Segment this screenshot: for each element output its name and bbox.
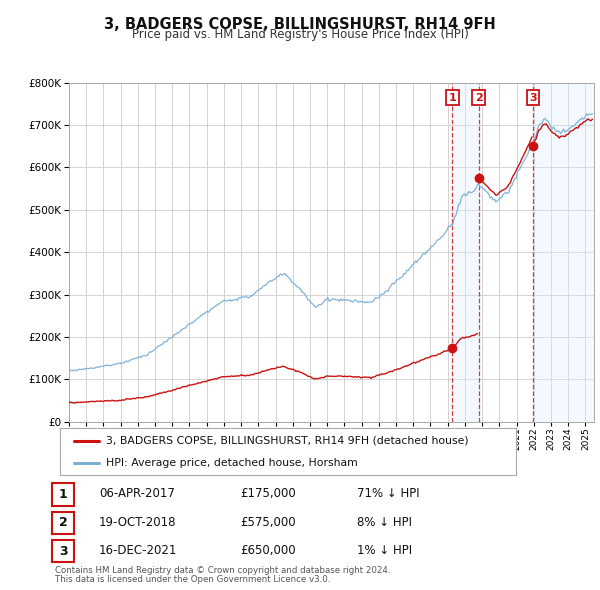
Text: Price paid vs. HM Land Registry's House Price Index (HPI): Price paid vs. HM Land Registry's House … <box>131 28 469 41</box>
Text: 3: 3 <box>529 93 537 103</box>
Text: £175,000: £175,000 <box>240 487 296 500</box>
Text: 2: 2 <box>59 516 67 529</box>
Text: HPI: Average price, detached house, Horsham: HPI: Average price, detached house, Hors… <box>106 458 358 468</box>
Text: 06-APR-2017: 06-APR-2017 <box>99 487 175 500</box>
Text: 8% ↓ HPI: 8% ↓ HPI <box>357 516 412 529</box>
Text: 71% ↓ HPI: 71% ↓ HPI <box>357 487 419 500</box>
Text: 19-OCT-2018: 19-OCT-2018 <box>99 516 176 529</box>
Text: 16-DEC-2021: 16-DEC-2021 <box>99 544 178 557</box>
Bar <box>533 83 594 422</box>
Text: 2: 2 <box>475 93 482 103</box>
Text: 3, BADGERS COPSE, BILLINGSHURST, RH14 9FH (detached house): 3, BADGERS COPSE, BILLINGSHURST, RH14 9F… <box>106 436 468 446</box>
Text: 1: 1 <box>59 488 67 501</box>
Bar <box>452 83 479 422</box>
Text: £650,000: £650,000 <box>240 544 296 557</box>
Text: 1% ↓ HPI: 1% ↓ HPI <box>357 544 412 557</box>
Text: £575,000: £575,000 <box>240 516 296 529</box>
Text: 3: 3 <box>59 545 67 558</box>
Text: This data is licensed under the Open Government Licence v3.0.: This data is licensed under the Open Gov… <box>55 575 331 584</box>
Text: 1: 1 <box>448 93 456 103</box>
Text: 3, BADGERS COPSE, BILLINGSHURST, RH14 9FH: 3, BADGERS COPSE, BILLINGSHURST, RH14 9F… <box>104 17 496 31</box>
Text: Contains HM Land Registry data © Crown copyright and database right 2024.: Contains HM Land Registry data © Crown c… <box>55 566 391 575</box>
